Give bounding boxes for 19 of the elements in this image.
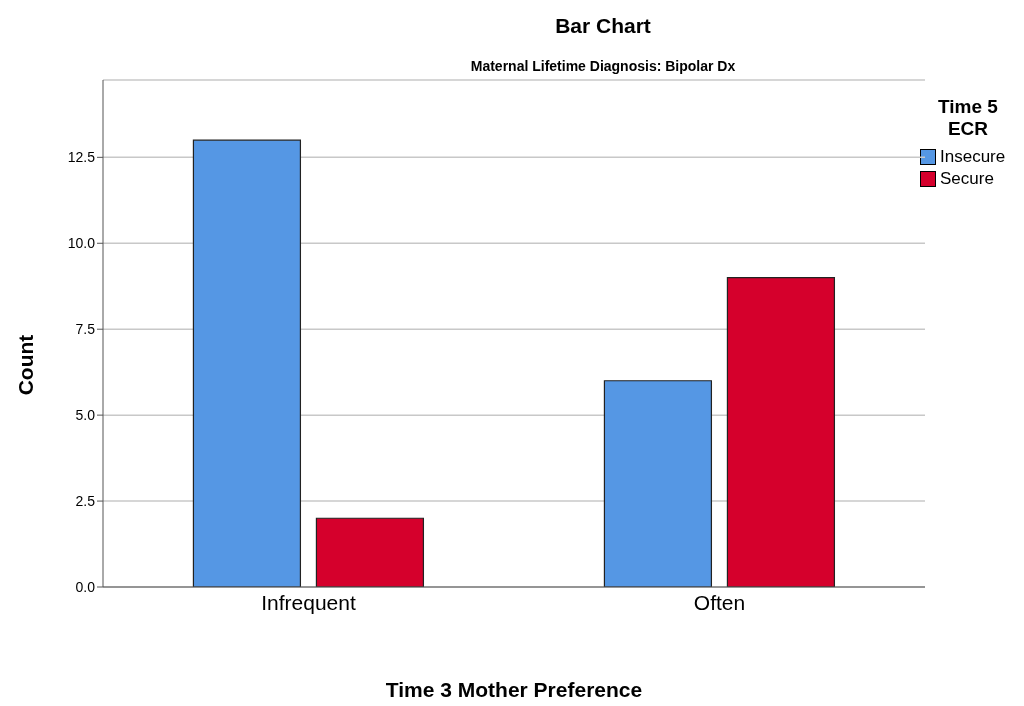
legend-label: Secure (940, 169, 994, 189)
chart-title: Bar Chart (554, 14, 652, 38)
legend-label: Insecure (940, 147, 1006, 167)
y-tick-label: 10.0 (67, 235, 96, 252)
x-axis-title: Time 3 Mother Preference (384, 678, 644, 702)
y-tick-label: 2.5 (75, 493, 96, 510)
y-axis-title: Count (14, 333, 38, 398)
x-tick-label: Often (693, 590, 746, 614)
legend-title: Time 5 ECR (937, 96, 999, 140)
bar (603, 380, 713, 587)
y-tick-label: 5.0 (75, 407, 96, 424)
chart-subtitle: Maternal Lifetime Diagnosis: Bipolar Dx (469, 58, 737, 74)
bar (192, 139, 302, 587)
bar (315, 517, 425, 587)
y-tick-label: 7.5 (75, 321, 96, 338)
x-tick-label: Infrequent (261, 590, 356, 614)
y-tick-label: 0.0 (75, 578, 96, 595)
y-tick-label: 12.5 (67, 149, 96, 166)
bar (726, 277, 836, 587)
